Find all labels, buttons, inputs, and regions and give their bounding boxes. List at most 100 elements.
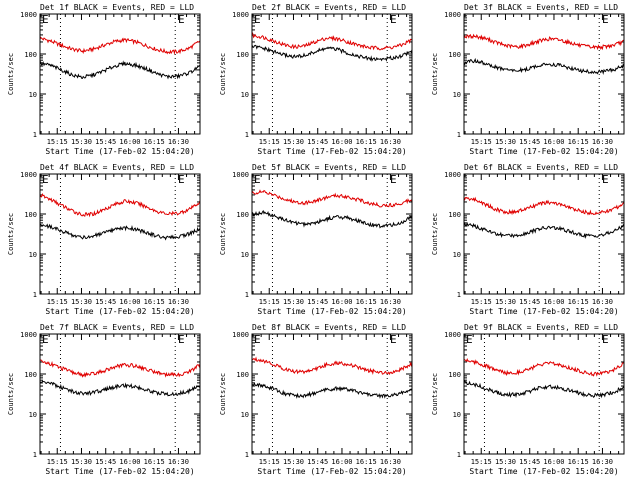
y-tick-label: 10 xyxy=(453,251,461,259)
x-tick-label: 15:15 xyxy=(47,458,68,466)
y-axis-label: Counts/sec xyxy=(219,373,227,415)
plot-frame xyxy=(463,13,625,135)
y-tick-label: 1000 xyxy=(20,171,37,179)
panel-title: Det 8f BLACK = Events, RED = LLD xyxy=(252,323,406,332)
y-tick-label: 100 xyxy=(24,211,37,219)
e-marker: E xyxy=(602,13,609,26)
x-tick-label: 16:30 xyxy=(168,298,189,306)
lld-series-line xyxy=(251,32,413,51)
y-tick-label: 1 xyxy=(33,131,37,139)
y-tick-label: 1000 xyxy=(232,11,249,19)
x-tick-label: 15:15 xyxy=(471,458,492,466)
x-tick-label: 15:45 xyxy=(519,458,540,466)
x-tick-label: 15:30 xyxy=(71,458,92,466)
y-axis-label: Counts/sec xyxy=(219,213,227,255)
x-tick-label: 15:45 xyxy=(307,458,328,466)
x-tick-label: 15:30 xyxy=(283,458,304,466)
e-marker: E xyxy=(178,173,185,186)
plot-frame xyxy=(463,333,625,455)
detector-panel-7: Det 7f BLACK = Events, RED = LLD 1 10 100 10… xyxy=(7,323,201,476)
e-marker: E xyxy=(42,333,49,346)
y-tick-label: 10 xyxy=(29,411,37,419)
y-tick-label: 100 xyxy=(448,211,461,219)
y-axis-label: Counts/sec xyxy=(7,373,15,415)
x-tick-label: 16:15 xyxy=(144,458,165,466)
panel-title: Det 9f BLACK = Events, RED = LLD xyxy=(464,323,618,332)
x-tick-label: 16:30 xyxy=(168,138,189,146)
x-tick-label: 16:15 xyxy=(356,298,377,306)
x-tick-label: 15:45 xyxy=(95,458,116,466)
y-tick-label: 1 xyxy=(245,291,249,299)
e-marker: E xyxy=(390,13,397,26)
y-tick-label: 1000 xyxy=(232,331,249,339)
x-tick-label: 15:45 xyxy=(307,138,328,146)
x-tick-label: 15:45 xyxy=(519,138,540,146)
e-marker: E xyxy=(178,13,185,26)
e-marker: E xyxy=(390,173,397,186)
detector-panel-8: Det 8f BLACK = Events, RED = LLD 1 10 100 10… xyxy=(219,323,413,476)
detector-panel-1: Det 1f BLACK = Events, RED = LLD 1 10 100 10… xyxy=(7,3,201,156)
x-tick-label: 16:15 xyxy=(144,138,165,146)
x-axis-label: Start Time (17-Feb-02 15:04:20) xyxy=(257,147,406,156)
e-marker: E xyxy=(254,173,261,186)
lld-series-line xyxy=(39,36,201,56)
x-tick-label: 16:30 xyxy=(168,458,189,466)
y-tick-label: 1000 xyxy=(444,11,461,19)
e-marker: E xyxy=(254,13,261,26)
events-series-line xyxy=(39,60,201,80)
events-series-line xyxy=(251,209,413,229)
x-tick-label: 16:15 xyxy=(568,458,589,466)
x-tick-label: 16:15 xyxy=(568,298,589,306)
plot-frame xyxy=(39,13,201,135)
x-tick-label: 15:30 xyxy=(495,298,516,306)
panel-title: Det 6f BLACK = Events, RED = LLD xyxy=(464,163,618,172)
lld-series-line xyxy=(251,189,413,208)
y-tick-label: 1000 xyxy=(232,171,249,179)
y-tick-label: 1 xyxy=(33,451,37,459)
x-tick-label: 15:30 xyxy=(283,138,304,146)
x-axis-label: Start Time (17-Feb-02 15:04:20) xyxy=(45,147,194,156)
x-axis-label: Start Time (17-Feb-02 15:04:20) xyxy=(45,307,194,316)
lld-series-line xyxy=(39,192,201,218)
e-marker: E xyxy=(178,333,185,346)
plot-frame xyxy=(39,333,201,455)
events-series-line xyxy=(463,57,625,76)
panel-title: Det 3f BLACK = Events, RED = LLD xyxy=(464,3,618,12)
y-tick-label: 10 xyxy=(241,91,249,99)
x-tick-label: 16:30 xyxy=(592,298,613,306)
y-tick-label: 1000 xyxy=(444,171,461,179)
y-axis-label: Counts/sec xyxy=(431,373,439,415)
x-tick-label: 15:15 xyxy=(259,138,280,146)
plot-frame xyxy=(251,333,413,455)
x-tick-label: 16:00 xyxy=(119,138,140,146)
events-series-line xyxy=(251,382,413,399)
x-tick-label: 16:00 xyxy=(543,298,564,306)
x-tick-label: 15:30 xyxy=(71,138,92,146)
x-tick-label: 16:15 xyxy=(356,138,377,146)
y-tick-label: 100 xyxy=(236,51,249,59)
events-series-line xyxy=(463,380,625,399)
y-tick-label: 100 xyxy=(236,211,249,219)
x-tick-label: 15:45 xyxy=(95,138,116,146)
x-axis-label: Start Time (17-Feb-02 15:04:20) xyxy=(45,467,194,476)
y-tick-label: 10 xyxy=(29,91,37,99)
y-tick-label: 1 xyxy=(457,291,461,299)
x-tick-label: 15:45 xyxy=(519,298,540,306)
x-tick-label: 16:30 xyxy=(380,458,401,466)
events-series-line xyxy=(39,223,201,241)
e-marker: E xyxy=(602,333,609,346)
plot-frame xyxy=(39,173,201,295)
x-tick-label: 16:30 xyxy=(380,138,401,146)
lld-series-line xyxy=(251,356,413,376)
x-tick-label: 15:15 xyxy=(47,138,68,146)
y-tick-label: 1000 xyxy=(20,331,37,339)
y-axis-label: Counts/sec xyxy=(219,53,227,95)
y-tick-label: 100 xyxy=(448,51,461,59)
y-tick-label: 10 xyxy=(453,91,461,99)
detector-panel-2: Det 2f BLACK = Events, RED = LLD 1 10 100 10… xyxy=(219,3,413,156)
y-tick-label: 100 xyxy=(236,371,249,379)
x-tick-label: 15:45 xyxy=(307,298,328,306)
y-tick-label: 100 xyxy=(24,371,37,379)
y-tick-label: 1 xyxy=(457,131,461,139)
